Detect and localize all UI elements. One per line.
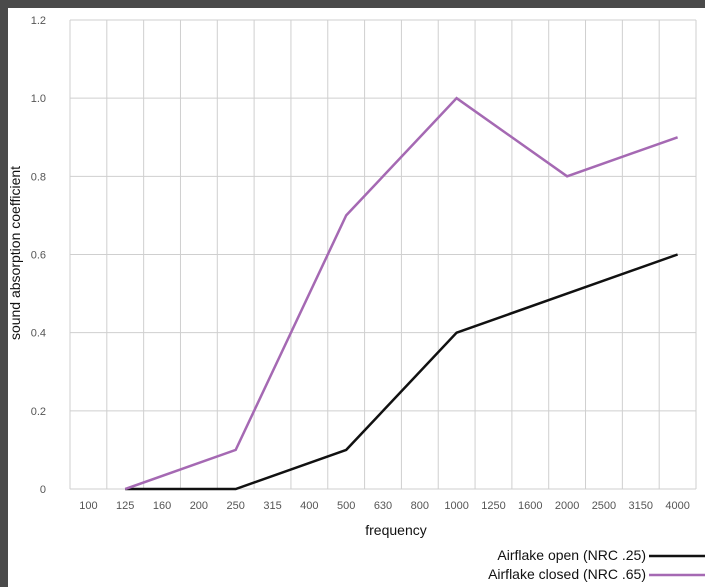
x-tick-label: 1000 — [444, 500, 468, 512]
y-axis-ticks: 0 0.2 0.4 0.6 0.8 1.0 1.2 — [31, 15, 46, 496]
x-axis-ticks: 100 125 160 200 250 315 400 500 630 800 1000 1250 16… — [79, 500, 690, 512]
x-tick-label: 100 — [79, 500, 97, 512]
grid — [69, 19, 697, 490]
y-tick-label: 1.0 — [31, 93, 46, 105]
x-tick-label: 1250 — [481, 500, 505, 512]
legend-label: Airflake closed (NRC .65) — [488, 566, 646, 582]
x-tick-label: 2000 — [555, 500, 579, 512]
x-tick-label: 800 — [411, 500, 429, 512]
y-tick-label: 0.6 — [31, 250, 46, 262]
x-tick-label: 500 — [337, 500, 355, 512]
legend-label: Airflake open (NRC .25) — [497, 547, 646, 563]
x-tick-label: 250 — [227, 500, 245, 512]
x-tick-label: 315 — [263, 500, 281, 512]
y-tick-label: 0.8 — [31, 171, 46, 183]
line-chart: 0 0.2 0.4 0.6 0.8 1.0 1.2 100 125 160 200 250 315 40… — [8, 15, 705, 582]
x-tick-label: 200 — [190, 500, 208, 512]
chart-frame: 0 0.2 0.4 0.6 0.8 1.0 1.2 100 125 160 200 250 315 40… — [8, 8, 705, 587]
x-tick-label: 2500 — [592, 500, 616, 512]
series-line-airflake-open — [125, 253, 679, 491]
x-tick-label: 400 — [300, 500, 318, 512]
x-tick-label: 160 — [153, 500, 171, 512]
x-tick-label: 3150 — [629, 500, 653, 512]
x-tick-label: 4000 — [665, 500, 689, 512]
y-tick-label: 0 — [40, 484, 46, 496]
y-tick-label: 0.2 — [31, 406, 46, 418]
series-line-airflake-closed — [124, 96, 679, 491]
x-tick-label: 125 — [116, 500, 134, 512]
y-tick-label: 0.4 — [31, 328, 46, 340]
series-lines — [124, 96, 679, 491]
y-axis-title: sound absorption coefficient — [8, 166, 23, 340]
y-tick-label: 1.2 — [31, 15, 46, 27]
legend: Airflake open (NRC .25) Airflake closed (… — [488, 547, 705, 582]
x-axis-title: frequency — [365, 522, 426, 538]
x-tick-label: 1600 — [518, 500, 542, 512]
x-tick-label: 630 — [374, 500, 392, 512]
